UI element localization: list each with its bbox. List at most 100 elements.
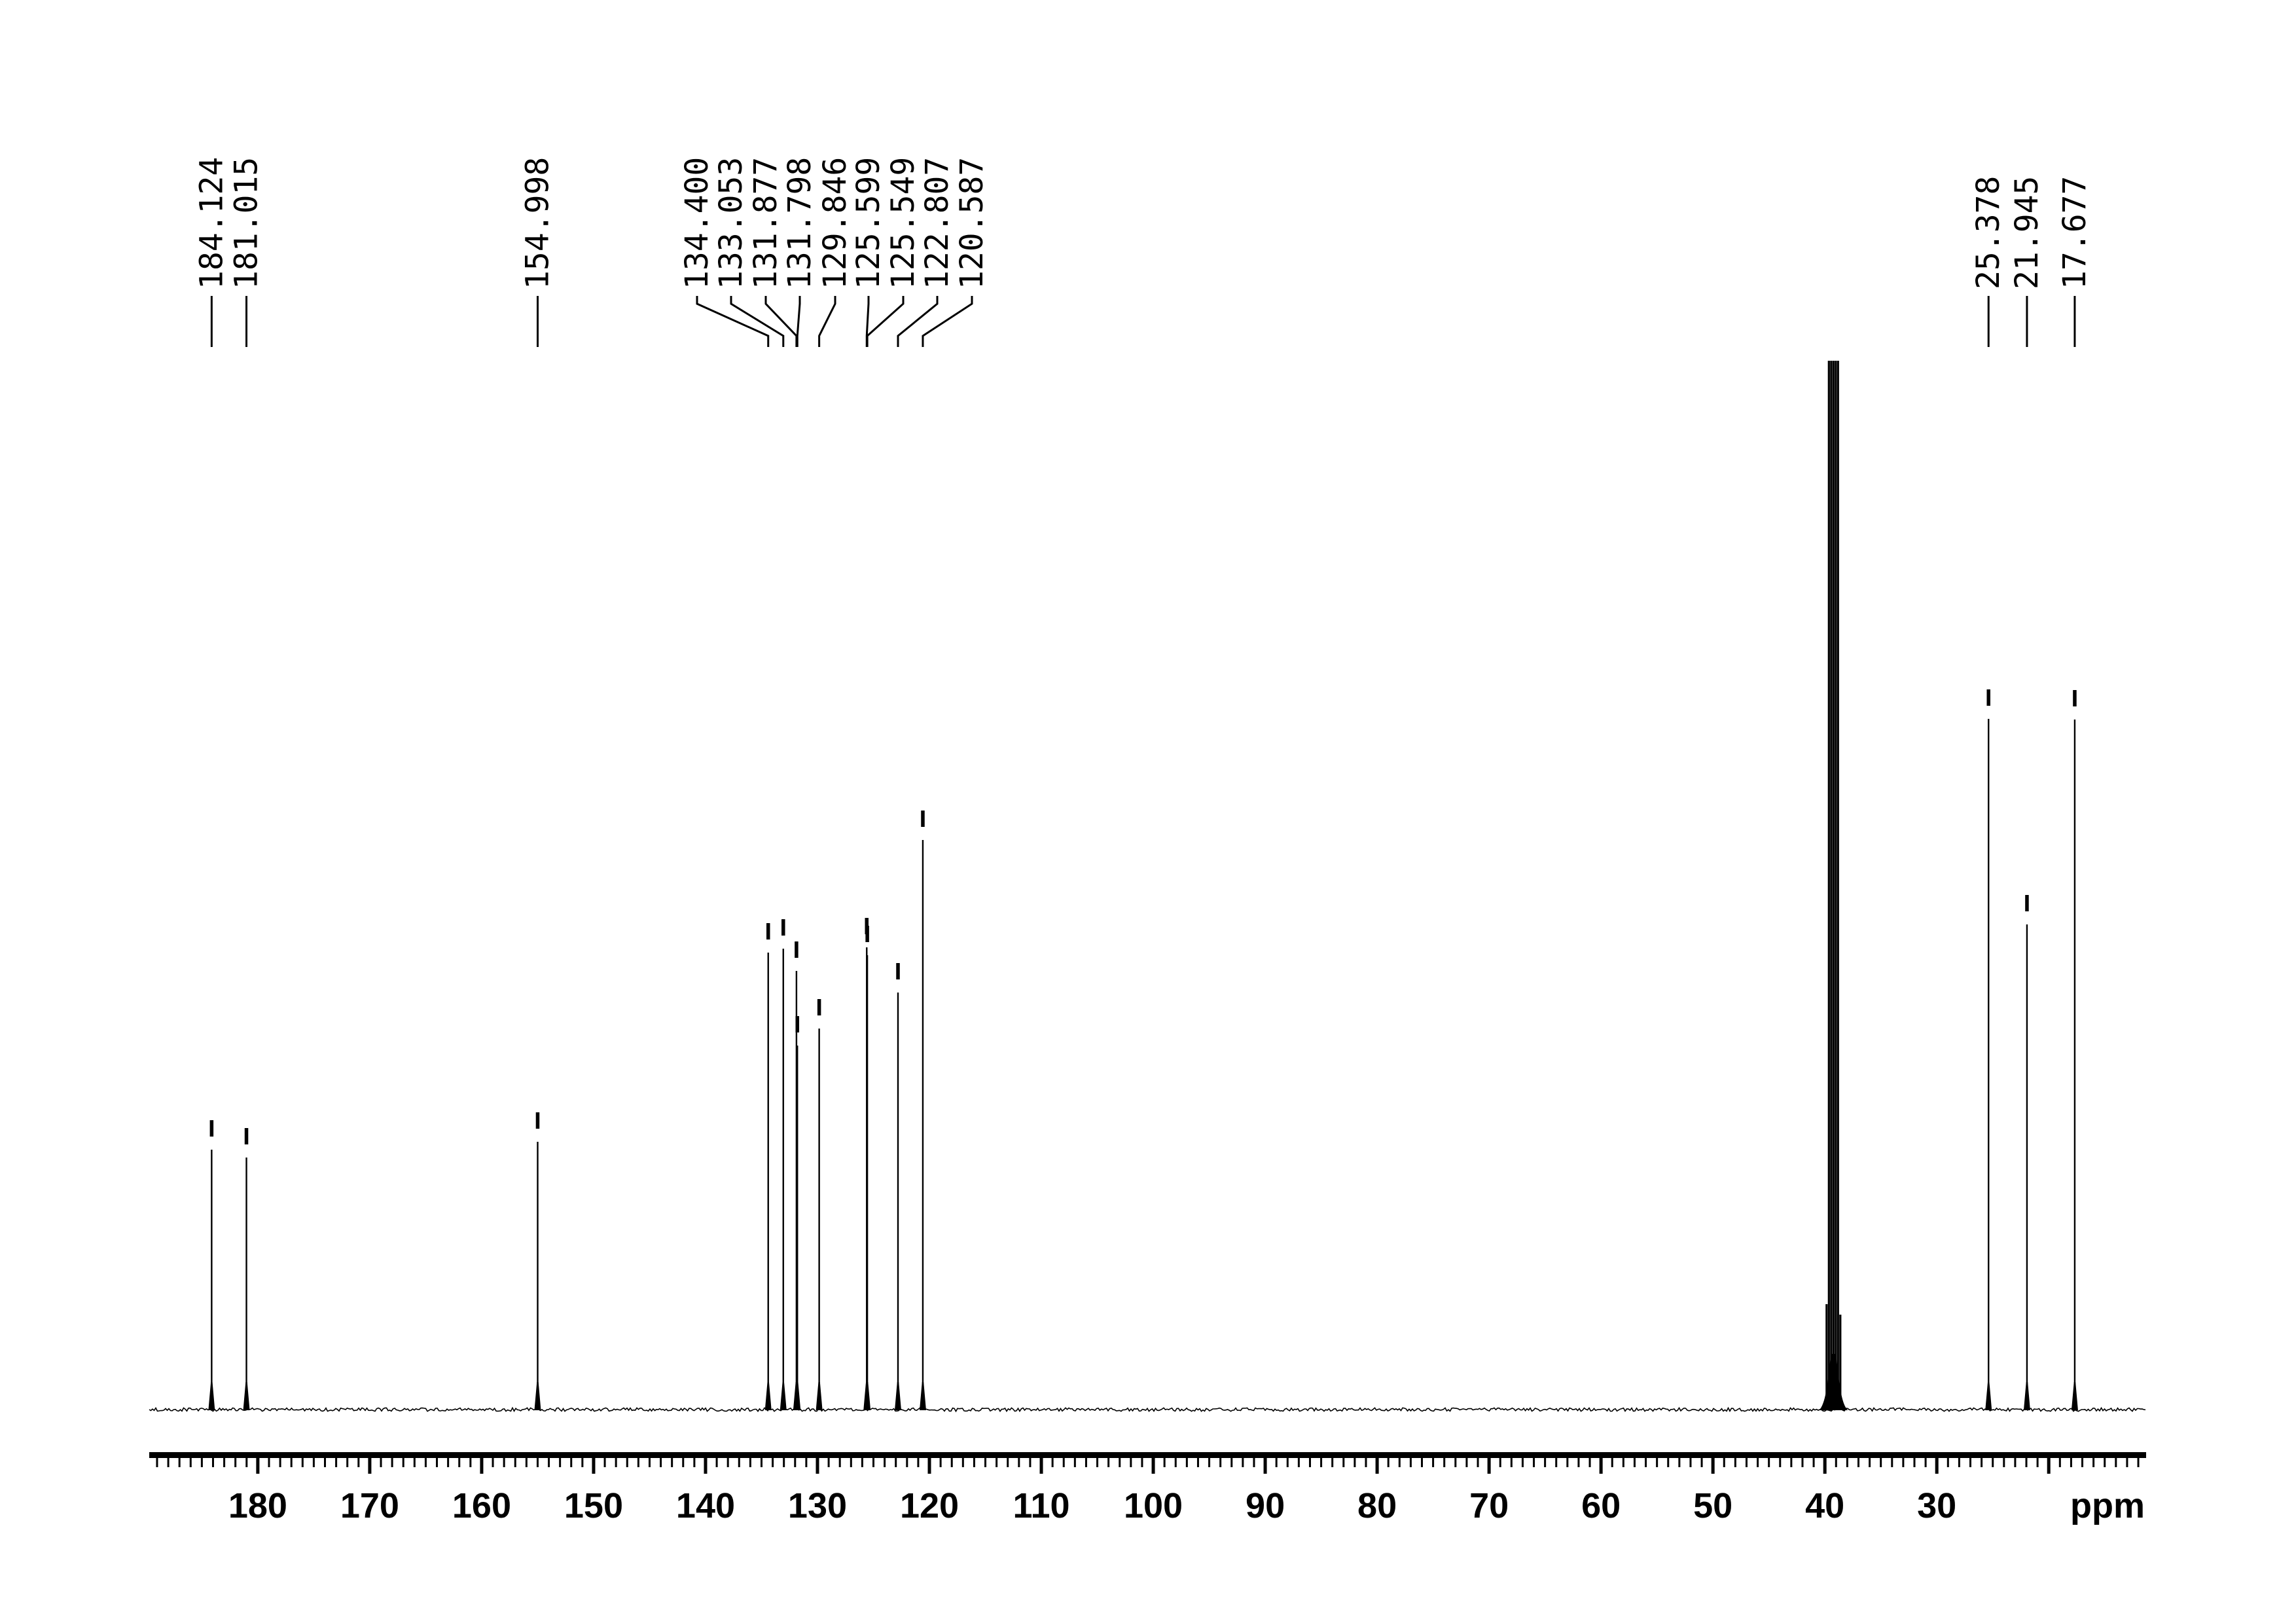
peak-label-leader [796, 296, 801, 347]
axis-minor-tick [1342, 1458, 1345, 1467]
axis-minor-tick [1365, 1458, 1367, 1467]
axis-minor-tick [279, 1458, 281, 1467]
axis-minor-tick [2036, 1458, 2039, 1467]
peak-label-leader [818, 296, 836, 347]
axis-minor-tick [961, 1458, 964, 1467]
axis-minor-tick [1555, 1458, 1558, 1467]
axis-minor-tick [1499, 1458, 1501, 1467]
axis-minor-tick [1611, 1458, 1613, 1467]
axis-minor-tick [838, 1458, 841, 1467]
axis-minor-tick [1757, 1458, 1759, 1467]
peak-label: 21.945 [2009, 176, 2045, 289]
axis-minor-tick [436, 1458, 439, 1467]
axis-minor-tick [760, 1458, 762, 1467]
axis-minor-tick [772, 1458, 774, 1467]
axis-minor-tick [1409, 1458, 1412, 1467]
axis-minor-tick [525, 1458, 528, 1467]
axis-minor-tick [1230, 1458, 1233, 1467]
peak-foot [780, 1382, 787, 1410]
axis-major-tick [368, 1458, 372, 1474]
axis-minor-tick [402, 1458, 404, 1467]
axis-minor-tick [726, 1458, 729, 1467]
peak-label: 181.015 [228, 157, 265, 289]
axis-minor-tick [1007, 1458, 1009, 1467]
peak-label-leader [866, 296, 905, 347]
peak-label-leader [922, 296, 973, 347]
axis-minor-tick [648, 1458, 651, 1467]
axis-minor-tick [1779, 1458, 1782, 1467]
axis-minor-tick [693, 1458, 696, 1467]
axis-minor-tick [1465, 1458, 1468, 1467]
axis-minor-tick [1801, 1458, 1804, 1467]
axis-minor-tick [1432, 1458, 1435, 1467]
axis-minor-tick [156, 1458, 158, 1467]
axis-minor-tick [1656, 1458, 1659, 1467]
axis-minor-tick [2115, 1458, 2117, 1467]
axis-minor-tick [1253, 1458, 1255, 1467]
axis-minor-tick [1051, 1458, 1054, 1467]
axis-minor-tick [827, 1458, 830, 1467]
axis-major-tick [592, 1458, 596, 1474]
peak-lines [208, 719, 2078, 1410]
axis-minor-tick [1073, 1458, 1076, 1467]
axis-minor-tick [1062, 1458, 1065, 1467]
axis-minor-tick [1891, 1458, 1893, 1467]
axis-minor-tick [1577, 1458, 1580, 1467]
ppm-axis: 180 170 160 150 140 130 120 110 100 90 80 70 60 50 40 3… [149, 1452, 2146, 1525]
axis-minor-tick [1208, 1458, 1211, 1467]
axis-minor-tick [884, 1458, 886, 1467]
axis-minor-tick [514, 1458, 516, 1467]
axis-minor-tick [2014, 1458, 2017, 1467]
axis-minor-tick [2058, 1458, 2061, 1467]
axis-minor-tick [312, 1458, 315, 1467]
axis-minor-tick [1018, 1458, 1020, 1467]
axis-minor-tick [1286, 1458, 1289, 1467]
axis-minor-tick [324, 1458, 327, 1467]
peak-foot [1985, 1382, 1992, 1410]
axis-minor-tick [1902, 1458, 1905, 1467]
axis-minor-tick [850, 1458, 852, 1467]
axis-major-tick [1711, 1458, 1715, 1474]
axis-minor-tick [1331, 1458, 1334, 1467]
axis-minor-tick [2081, 1458, 2084, 1467]
peak-label: 17.677 [2056, 176, 2093, 289]
peak-foot [794, 1382, 801, 1410]
peak-label-leader [696, 296, 770, 347]
axis-minor-tick [660, 1458, 662, 1467]
peak-apex-marker [921, 811, 925, 827]
axis-minor-tick [1622, 1458, 1624, 1467]
axis-unit-label: ppm [2070, 1486, 2145, 1525]
axis-minor-tick [380, 1458, 382, 1467]
axis-minor-tick [1678, 1458, 1681, 1467]
axis-minor-tick [1633, 1458, 1636, 1467]
axis-minor-tick [715, 1458, 718, 1467]
axis-minor-tick [1387, 1458, 1390, 1467]
axis-minor-tick [301, 1458, 304, 1467]
axis-tick-label: 80 [1357, 1486, 1397, 1525]
axis-minor-tick [1521, 1458, 1524, 1467]
peak-apex-marker [795, 1016, 799, 1032]
axis-minor-tick [1242, 1458, 1244, 1467]
axis-minor-tick [872, 1458, 875, 1467]
axis-minor-tick [950, 1458, 953, 1467]
axis-minor-tick [335, 1458, 338, 1467]
axis-minor-tick [570, 1458, 573, 1467]
noise-path [149, 1406, 2146, 1413]
solvent-multiplet [1819, 361, 1848, 1410]
axis-major-tick [1375, 1458, 1379, 1474]
axis-minor-tick [1141, 1458, 1143, 1467]
axis-minor-tick [1297, 1458, 1300, 1467]
axis-tick-label: 150 [564, 1486, 623, 1525]
axis-minor-tick [503, 1458, 505, 1467]
axis-tick-label: 130 [788, 1486, 847, 1525]
axis-minor-tick [1689, 1458, 1692, 1467]
axis-minor-tick [581, 1458, 584, 1467]
peak-label: 134.400 [679, 157, 715, 289]
axis-minor-tick [1174, 1458, 1177, 1467]
peak-label-leader [897, 296, 939, 347]
axis-tick-label: 60 [1581, 1486, 1621, 1525]
axis-tick-label: 50 [1693, 1486, 1732, 1525]
axis-minor-tick [2126, 1458, 2128, 1467]
axis-minor-tick [2104, 1458, 2106, 1467]
